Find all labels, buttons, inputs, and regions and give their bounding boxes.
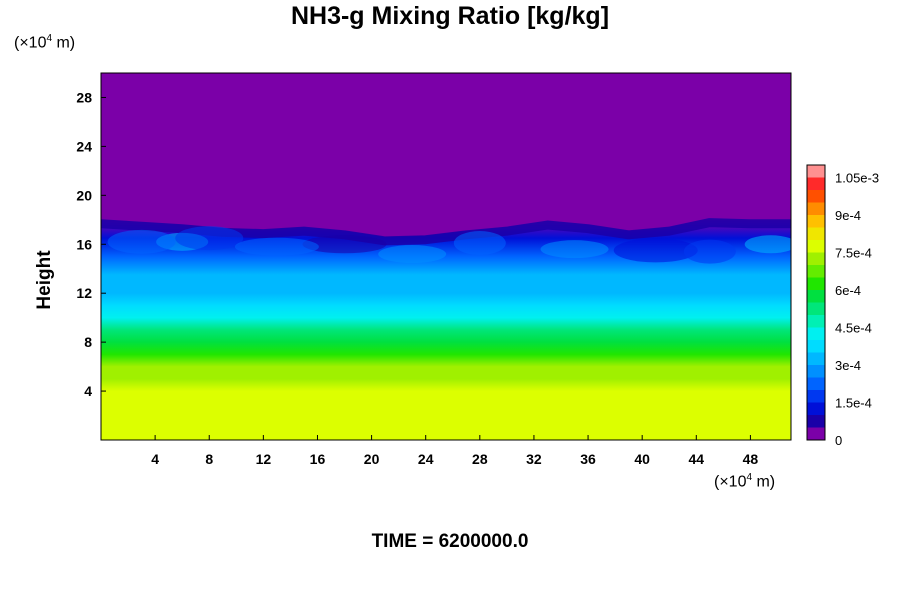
eddy-blob: [453, 231, 506, 256]
eddy-blob: [613, 238, 698, 263]
colorbar-swatch: [807, 427, 825, 440]
x-tick-label: 8: [205, 451, 213, 467]
colorbar-swatch: [807, 327, 825, 340]
x-tick-label: 40: [634, 451, 650, 467]
x-tick-label: 28: [472, 451, 488, 467]
time-label: TIME = 6200000.0: [371, 531, 529, 552]
y-tick-label: 20: [76, 187, 92, 203]
y-tick-label: 4: [84, 383, 92, 399]
colorbar-swatch: [807, 340, 825, 353]
colorbar-swatch: [807, 265, 825, 278]
colorbar-swatch: [807, 415, 825, 428]
y-tick-label: 24: [76, 138, 92, 154]
colorbar-swatch: [807, 177, 825, 190]
colorbar-swatch: [807, 377, 825, 390]
colorbar-tick-label: 1.5e-4: [835, 396, 872, 411]
eddy-blob: [107, 229, 176, 254]
colorbar-swatch: [807, 290, 825, 303]
x-tick-label: 24: [418, 451, 434, 467]
turbulent-eddies: [101, 218, 791, 264]
colorbar-tick-label: 6e-4: [835, 283, 861, 298]
y-tick-label: 28: [76, 89, 92, 105]
eddy-blob: [540, 240, 609, 259]
plot-frame: [100, 72, 792, 441]
colorbar-swatch: [807, 202, 825, 215]
colorbar-swatch: [807, 252, 825, 265]
eddy-blob: [744, 235, 791, 254]
colorbar-swatch: [807, 365, 825, 378]
x-tick-label: 4: [151, 451, 159, 467]
x-tick-label: 16: [310, 451, 326, 467]
x-axis-ticks: 4 8 12 16 20 24 28 32 36 40 44 48: [151, 435, 758, 467]
colorbar-swatch: [807, 315, 825, 328]
y-axis-unit: (×104 m): [14, 33, 76, 52]
colorbar-tick-label: 0: [835, 433, 842, 448]
colorbar-swatch: [807, 390, 825, 403]
colorbar-swatch: [807, 352, 825, 365]
colorbar-swatch: [807, 190, 825, 203]
x-tick-label: 48: [743, 451, 759, 467]
y-tick-label: 16: [76, 236, 92, 252]
colorbar-tick-label: 4.5e-4: [835, 321, 872, 336]
colorbar-swatch: [807, 240, 825, 253]
colorbar-swatch: [807, 402, 825, 415]
x-tick-label: 20: [364, 451, 380, 467]
y-tick-label: 8: [84, 334, 92, 350]
colorbar-tick-label: 1.05e-3: [835, 171, 879, 186]
eddy-blob: [683, 239, 736, 264]
eddy-blob: [234, 237, 319, 256]
colorbar-swatch: [807, 227, 825, 240]
colorbar-swatch: [807, 302, 825, 315]
y-axis-ticks: 4 8 12 16 20 24 28: [76, 89, 106, 399]
colorbar-swatch: [807, 277, 825, 290]
cloud-top-region: [101, 73, 791, 237]
colorbar-swatch: [807, 165, 825, 178]
x-tick-label: 12: [256, 451, 272, 467]
colorbar-tick-label: 7.5e-4: [835, 246, 872, 261]
x-tick-label: 44: [689, 451, 705, 467]
colorbar-tick-label: 9e-4: [835, 208, 861, 223]
colorbar: 0 1.5e-4 3e-4 4.5e-4 6e-4 7.5e-4 9e-4 1.05e-3: [806, 164, 879, 448]
y-tick-label: 12: [76, 285, 92, 301]
colorbar-tick-label: 3e-4: [835, 358, 861, 373]
colorbar-swatch: [807, 215, 825, 228]
x-tick-label: 36: [580, 451, 596, 467]
eddy-blob: [175, 226, 244, 251]
eddy-blob: [378, 245, 447, 264]
eddy-blob: [302, 235, 387, 254]
x-axis-unit: (×104 m): [714, 472, 776, 491]
x-tick-label: 32: [526, 451, 542, 467]
colorbar-frame: [806, 164, 826, 441]
chart-title: NH3-g Mixing Ratio [kg/kg]: [290, 2, 610, 30]
